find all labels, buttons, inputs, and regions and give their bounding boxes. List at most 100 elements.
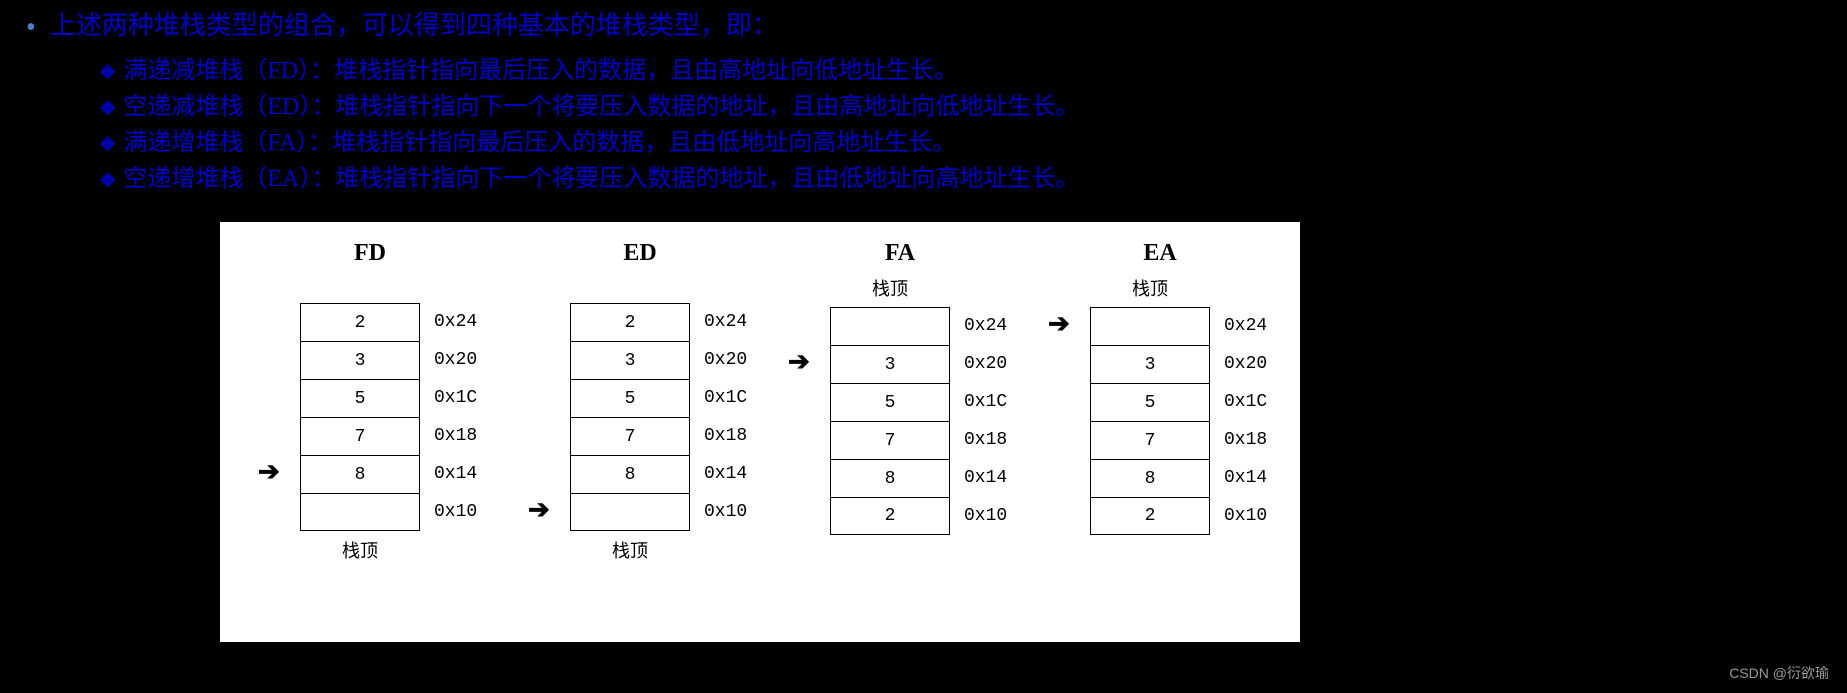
stack-row: 0x10 bbox=[300, 493, 490, 531]
diamond-icon: ◆ bbox=[100, 128, 115, 158]
stack-cell bbox=[1090, 307, 1210, 345]
stack-row: 3 0x20 bbox=[1090, 345, 1280, 383]
stack-cell: 5 bbox=[830, 383, 950, 421]
sub-bullet-ed: ◆ 空递减堆栈（ED）：堆栈指针指向下一个将要压入数据的地址，且由高地址向低地址… bbox=[100, 89, 1827, 125]
stack-addr: 0x10 bbox=[964, 506, 1007, 526]
stack-pointer-arrow-icon: ➔ bbox=[788, 349, 810, 375]
stack-cell: 2 bbox=[300, 303, 420, 341]
stack-row: 5 0x1C bbox=[830, 383, 1020, 421]
stack-title: FA bbox=[840, 240, 960, 267]
stack-cell: 5 bbox=[570, 379, 690, 417]
sub-bullet-ea: ◆ 空递增堆栈（EA）：堆栈指针指向下一个将要压入数据的地址，且由低地址向高地址… bbox=[100, 161, 1827, 197]
stack-cell: 2 bbox=[830, 497, 950, 535]
sub-bullet-text: 满递减堆栈（FD）：堆栈指针指向最后压入的数据，且由高地址向低地址生长。 bbox=[123, 53, 958, 89]
stack-addr: 0x14 bbox=[964, 468, 1007, 488]
stack-addr: 0x20 bbox=[1224, 354, 1267, 374]
stack-addr: 0x18 bbox=[964, 430, 1007, 450]
stack-diagram: FD20x2430x2050x1C70x18➔80x140x10栈顶ED20x2… bbox=[220, 222, 1300, 642]
stack-addr: 0x14 bbox=[704, 464, 747, 484]
stack-addr: 0x20 bbox=[434, 350, 477, 370]
stack-title: ED bbox=[580, 240, 700, 267]
stack-row: 3 0x20 bbox=[300, 341, 490, 379]
stack-row: ➔0x10 bbox=[570, 493, 760, 531]
stack-cell: 8 bbox=[300, 455, 420, 493]
stack-cell: 5 bbox=[1090, 383, 1210, 421]
stack-cell: 2 bbox=[570, 303, 690, 341]
stack-fd: FD20x2430x2050x1C70x18➔80x140x10栈顶 bbox=[250, 240, 490, 563]
stack-addr: 0x18 bbox=[434, 426, 477, 446]
text-section: • 上述两种堆栈类型的组合，可以得到四种基本的堆栈类型，即： ◆ 满递减堆栈（F… bbox=[0, 0, 1847, 197]
sub-bullet-fa: ◆ 满递增堆栈（FA）：堆栈指针指向最后压入的数据，且由低地址向高地址生长。 bbox=[100, 125, 1827, 161]
stack-cells: 20x2430x2050x1C70x18➔80x140x10 bbox=[300, 303, 490, 531]
stack-row: 7 0x18 bbox=[830, 421, 1020, 459]
stack-addr: 0x10 bbox=[434, 502, 477, 522]
stack-addr: 0x24 bbox=[964, 316, 1007, 336]
stack-bottom-label: 栈顶 bbox=[570, 537, 690, 563]
stack-addr: 0x24 bbox=[704, 312, 747, 332]
stack-cell: 3 bbox=[300, 341, 420, 379]
stack-addr: 0x1C bbox=[704, 388, 747, 408]
stack-pointer-arrow-icon: ➔ bbox=[528, 497, 550, 523]
stack-bottom-label: 栈顶 bbox=[300, 537, 420, 563]
stack-cell: 3 bbox=[830, 345, 950, 383]
stack-row: 0x24 bbox=[830, 307, 1020, 345]
stack-cell bbox=[300, 493, 420, 531]
stack-row: 20x10 bbox=[1090, 497, 1280, 535]
stack-addr: 0x14 bbox=[434, 464, 477, 484]
watermark: CSDN @衍欲瑜 bbox=[1729, 663, 1829, 683]
stack-cell: 3 bbox=[1090, 345, 1210, 383]
stack-row: 8 0x14 bbox=[830, 459, 1020, 497]
sub-bullet-list: ◆ 满递减堆栈（FD）：堆栈指针指向最后压入的数据，且由高地址向低地址生长。 ◆… bbox=[100, 53, 1827, 197]
stack-top-label: 栈顶 bbox=[830, 275, 950, 301]
sub-bullet-text: 空递减堆栈（ED）：堆栈指针指向下一个将要压入数据的地址，且由高地址向低地址生长… bbox=[123, 89, 1079, 125]
stack-row: 2 0x24 bbox=[570, 303, 760, 341]
stack-top-label: 栈顶 bbox=[1090, 275, 1210, 301]
stack-addr: 0x1C bbox=[964, 392, 1007, 412]
stack-row: ➔80x14 bbox=[300, 455, 490, 493]
stack-row: ➔30x20 bbox=[830, 345, 1020, 383]
diamond-icon: ◆ bbox=[100, 92, 115, 122]
bullet-dot-icon: • bbox=[26, 8, 36, 47]
stack-ed: ED20x2430x2050x1C70x1880x14➔0x10栈顶 bbox=[520, 240, 760, 563]
stack-cells: 0x24➔30x2050x1C70x1880x1420x10 bbox=[830, 307, 1020, 535]
intro-text: 上述两种堆栈类型的组合，可以得到四种基本的堆栈类型，即： bbox=[50, 8, 778, 44]
stack-row: ➔0x24 bbox=[1090, 307, 1280, 345]
stack-cell: 7 bbox=[830, 421, 950, 459]
stack-addr: 0x24 bbox=[1224, 316, 1267, 336]
stack-cell: 8 bbox=[830, 459, 950, 497]
sub-bullet-text: 满递增堆栈（FA）：堆栈指针指向最后压入的数据，且由低地址向高地址生长。 bbox=[123, 125, 956, 161]
stack-cells: ➔0x243 0x20 5 0x1C 7 0x18 8 0x14 20x10 bbox=[1090, 307, 1280, 535]
stack-row: 8 0x14 bbox=[1090, 459, 1280, 497]
stack-addr: 0x18 bbox=[1224, 430, 1267, 450]
sub-bullet-fd: ◆ 满递减堆栈（FD）：堆栈指针指向最后压入的数据，且由高地址向低地址生长。 bbox=[100, 53, 1827, 89]
stack-addr: 0x10 bbox=[704, 502, 747, 522]
stack-addr: 0x1C bbox=[1224, 392, 1267, 412]
stack-row: 2 0x24 bbox=[300, 303, 490, 341]
stack-pointer-arrow-icon: ➔ bbox=[258, 459, 280, 485]
diamond-icon: ◆ bbox=[100, 56, 115, 86]
stack-row: 2 0x10 bbox=[830, 497, 1020, 535]
sub-bullet-text: 空递增堆栈（EA）：堆栈指针指向下一个将要压入数据的地址，且由低地址向高地址生长… bbox=[123, 161, 1079, 197]
stack-cell: 8 bbox=[1090, 459, 1210, 497]
stack-cell: 5 bbox=[300, 379, 420, 417]
stack-cells: 20x2430x2050x1C70x1880x14➔0x10 bbox=[570, 303, 760, 531]
stack-addr: 0x24 bbox=[434, 312, 477, 332]
stack-addr: 0x20 bbox=[704, 350, 747, 370]
stack-fa: FA 栈顶 0x24 ➔ 3 0x20 5 0x1C 7 0x18 8 0x14 2 0x10 bbox=[780, 240, 1020, 535]
stack-addr: 0x10 bbox=[1224, 506, 1267, 526]
stack-cell bbox=[570, 493, 690, 531]
stack-pointer-arrow-icon: ➔ bbox=[1048, 311, 1070, 337]
stack-cell: 3 bbox=[570, 341, 690, 379]
stack-cell: 7 bbox=[1090, 421, 1210, 459]
stack-addr: 0x14 bbox=[1224, 468, 1267, 488]
stack-row: 5 0x1C bbox=[1090, 383, 1280, 421]
stack-row: 7 0x18 bbox=[1090, 421, 1280, 459]
stack-title: FD bbox=[310, 240, 430, 267]
stack-row: 8 0x14 bbox=[570, 455, 760, 493]
stack-row: 50x1C bbox=[300, 379, 490, 417]
stack-addr: 0x18 bbox=[704, 426, 747, 446]
stack-row: 5 0x1C bbox=[570, 379, 760, 417]
diamond-icon: ◆ bbox=[100, 164, 115, 194]
stack-addr: 0x20 bbox=[964, 354, 1007, 374]
stack-cell: 8 bbox=[570, 455, 690, 493]
